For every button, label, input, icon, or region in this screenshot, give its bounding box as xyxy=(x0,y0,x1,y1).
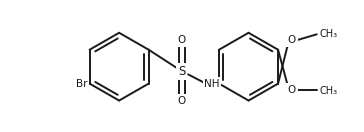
Text: O: O xyxy=(178,96,186,106)
Text: NH: NH xyxy=(204,79,220,89)
Text: S: S xyxy=(178,65,186,78)
Text: O: O xyxy=(288,36,296,46)
Text: CH₃: CH₃ xyxy=(320,29,338,39)
Text: O: O xyxy=(288,85,296,95)
Text: O: O xyxy=(178,36,186,46)
Text: CH₃: CH₃ xyxy=(320,86,338,96)
Text: Br: Br xyxy=(76,79,87,89)
